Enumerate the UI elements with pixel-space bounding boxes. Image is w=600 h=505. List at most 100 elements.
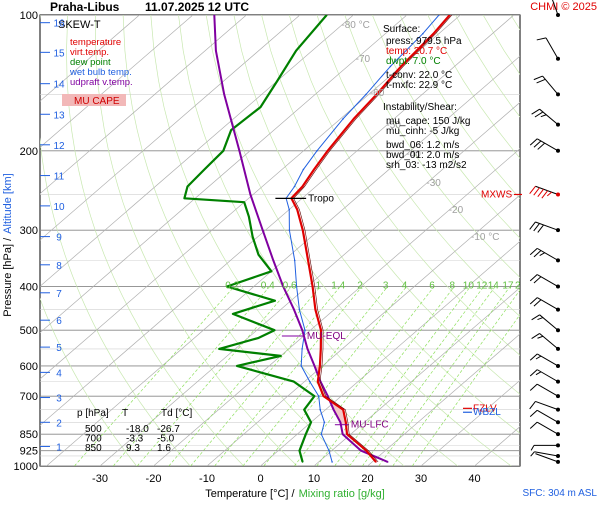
isotherm-label: -20: [449, 205, 464, 216]
altitude-tick-label: 14: [53, 80, 65, 91]
wind-barb-staff: [540, 333, 558, 348]
mixing-ratio-label: 3: [383, 281, 389, 292]
legend-item-label: udpraft v.temp.: [70, 77, 133, 88]
levels-table-header: T: [122, 408, 128, 419]
wind-barb-staff: [540, 315, 558, 330]
data-point: [294, 260, 296, 262]
wind-barb-flag: [530, 384, 537, 390]
wind-barb-flag: [530, 298, 537, 304]
altitude-tick-label: 8: [56, 261, 62, 272]
data-point: [303, 409, 305, 411]
instability-title: Instability/Shear:: [383, 102, 457, 113]
levels-table-header: p [hPa]: [77, 408, 109, 419]
data-point: [273, 260, 275, 262]
wind-barb-staff: [535, 186, 558, 194]
data-point: [321, 433, 323, 435]
wind-barb-dot: [556, 380, 560, 384]
wbzl-label: WBZL: [473, 407, 501, 418]
wind-barb-flag: [538, 189, 544, 196]
levels-table-header: Td [°C]: [161, 408, 192, 419]
data-point: [314, 365, 316, 367]
wind-barb-flag: [538, 318, 543, 320]
data-point: [239, 150, 241, 152]
x-tick-label: 20: [361, 473, 373, 485]
wind-barb-flag: [530, 422, 537, 428]
data-point: [301, 348, 303, 350]
y-axis-title-pressure: Pressure [hPa]: [2, 241, 14, 317]
isotherm-line: [528, 15, 600, 466]
wind-barb: [534, 76, 560, 96]
isotherm-label: -80 °C: [341, 20, 369, 31]
wind-barb-staff: [537, 384, 558, 396]
x-axis-title-temp: Temperature [°C]: [205, 488, 291, 500]
wind-barb-flag: [534, 277, 541, 283]
data-point: [326, 14, 328, 16]
wind-barb: [530, 222, 560, 232]
wind-barb-flag: [531, 445, 534, 450]
data-point: [232, 313, 234, 315]
altitude-tick-label: 13: [53, 110, 65, 121]
wind-barb: [530, 384, 560, 398]
wind-barb: [530, 275, 560, 289]
x-axis-title-mixing: Mixing ratio [g/kg]: [299, 488, 385, 500]
wind-barb-staff: [540, 109, 558, 124]
x-tick-label: -30: [92, 473, 108, 485]
data-point: [299, 309, 301, 311]
wind-barb-dot: [556, 192, 560, 196]
data-point: [303, 169, 305, 171]
data-point: [204, 169, 206, 171]
wind-barb-dot: [556, 92, 560, 96]
y-axis-title-sep: /: [2, 237, 14, 241]
data-point: [274, 300, 276, 302]
wind-barb-flag: [530, 410, 537, 416]
data-point: [305, 433, 307, 435]
data-point: [262, 229, 264, 231]
pressure-tick-label: 1000: [14, 461, 38, 473]
wind-barb: [530, 401, 560, 411]
data-point: [360, 450, 362, 452]
data-point: [345, 422, 347, 424]
altitude-tick-label: 15: [53, 48, 65, 59]
mixing-ratio-label: 1: [316, 281, 322, 292]
data-point: [277, 80, 279, 82]
altitude-tick-label: 16: [53, 19, 65, 30]
isotherm-label: -30: [426, 178, 441, 189]
altitude-tick-label: 9: [56, 233, 62, 244]
pressure-tick-label: 300: [20, 225, 38, 237]
data-point: [236, 365, 238, 367]
wind-barb-dot: [556, 347, 560, 351]
y-axis-title-altitude: Altitude [km]: [2, 173, 14, 234]
altitude-tick-label: 1: [56, 442, 62, 453]
mxws-label: MXWS: [481, 189, 512, 200]
wind-barb-staff: [535, 222, 558, 230]
wind-barb-staff: [537, 298, 558, 310]
wind-barb-staff: [537, 275, 558, 287]
wind-barb-dot: [556, 228, 560, 232]
mixing-ratio-label: 1.4: [331, 281, 345, 292]
wind-barb: [530, 248, 560, 262]
data-point: [248, 216, 250, 218]
data-point: [353, 118, 355, 120]
wind-barb-staff: [543, 76, 558, 94]
wind-barb-flag: [534, 300, 541, 306]
wind-barb-flag: [530, 401, 536, 408]
wind-barb-dot: [556, 394, 560, 398]
altitude-tick-label: 6: [56, 316, 62, 327]
station-name: Praha-Libus: [50, 0, 120, 14]
pressure-tick-label: 850: [20, 429, 38, 441]
x-axis-title-sep: /: [292, 488, 296, 500]
mu-lfc-label: MU-LFC: [351, 420, 389, 431]
wind-barb-staff: [537, 370, 558, 382]
data-point: [230, 129, 232, 131]
data-point: [243, 201, 245, 203]
data-point: [288, 209, 290, 211]
wind-barb-flag: [537, 38, 546, 40]
wind-barb-flag: [547, 192, 551, 196]
wind-barb-dot: [556, 308, 560, 312]
wind-barb-dot: [556, 123, 560, 127]
data-point: [214, 14, 216, 16]
data-point: [319, 365, 321, 367]
altitude-tick-label: 5: [56, 343, 62, 354]
data-point: [366, 450, 368, 452]
